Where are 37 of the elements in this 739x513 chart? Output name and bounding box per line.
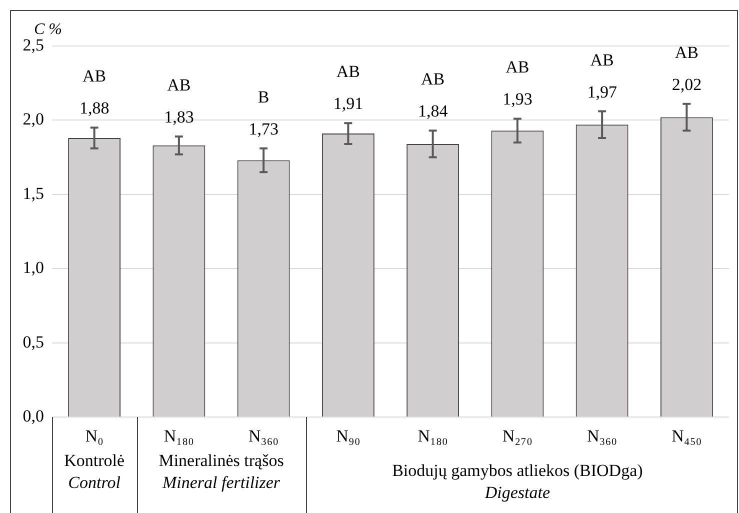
x-tick-label: N₁₈₀ — [418, 426, 448, 446]
text: Control — [68, 473, 121, 492]
annotation: AB — [421, 70, 445, 89]
data-label: 1,73 — [248, 119, 278, 138]
data-label: 1,93 — [502, 90, 532, 109]
annotation: AB — [674, 42, 698, 62]
text: Kontrolė — [64, 451, 125, 470]
annotation: AB — [506, 58, 530, 77]
y-tick-label: 0,5 — [22, 332, 44, 352]
x-tick-label: N₂₇₀ — [502, 426, 533, 446]
x-tick-label: N₀ — [85, 426, 104, 446]
text: Biodujų gamybos atliekos (BIODga) — [392, 461, 643, 480]
text: Mineral fertilizer — [161, 473, 280, 492]
data-label: 1,97 — [587, 82, 618, 102]
y-tick-label: 1,5 — [22, 184, 44, 203]
annotation: B — [258, 87, 270, 106]
data-label: 1,91 — [333, 94, 364, 114]
annotation: AB — [590, 50, 614, 70]
text: Digestate — [484, 483, 550, 502]
x-tick-label: N₁₈₀ — [164, 426, 194, 446]
y-tick-label: 0,0 — [22, 406, 44, 426]
data-label: 1,88 — [79, 98, 110, 118]
y-tick-label: 2,5 — [22, 35, 44, 54]
x-tick-label: N₃₆₀ — [587, 426, 618, 446]
annotation: AB — [82, 66, 106, 86]
x-tick-label: N₉₀ — [336, 426, 360, 446]
annotation: AB — [336, 62, 360, 82]
data-label: 1,84 — [418, 102, 448, 121]
y-tick-label: 2,0 — [22, 110, 44, 129]
x-tick-label: N₄₅₀ — [672, 426, 702, 446]
annotation: AB — [167, 76, 191, 95]
text: Mineralinės trąšos — [158, 451, 284, 470]
data-label: 2,02 — [672, 74, 702, 94]
y-axis-title: C % — [34, 21, 62, 38]
data-label: 1,83 — [164, 108, 194, 127]
y-tick-label: 1,0 — [22, 258, 44, 278]
x-tick-label: N₃₆₀ — [248, 426, 279, 446]
